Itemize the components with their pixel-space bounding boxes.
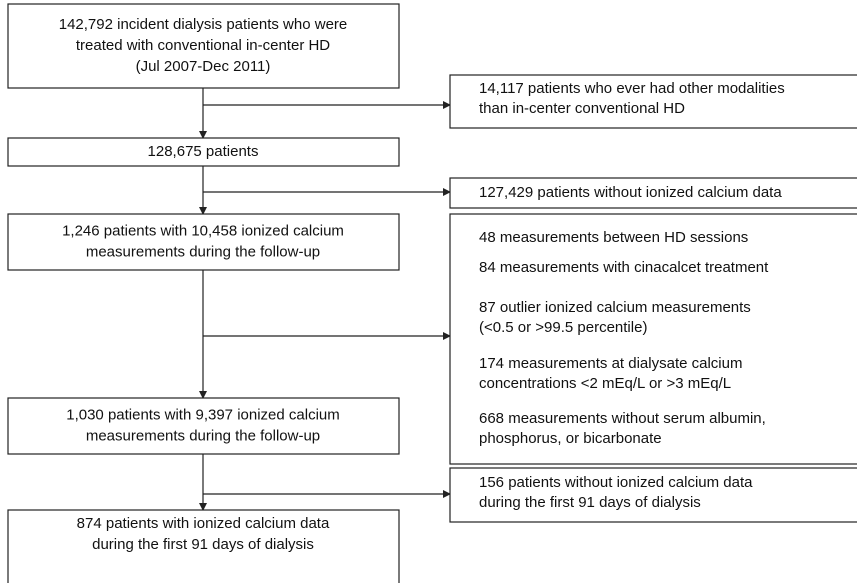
step-text: (Jul 2007-Dec 2011) bbox=[136, 58, 271, 75]
step-text: 1,030 patients with 9,397 ionized calciu… bbox=[66, 406, 340, 423]
exclusion-text: 127,429 patients without ionized calcium… bbox=[479, 184, 782, 201]
step-text: measurements during the follow-up bbox=[86, 427, 320, 444]
step-box bbox=[7, 397, 400, 455]
exclusion-text: phosphorus, or bicarbonate bbox=[479, 430, 662, 447]
step-text: during the first 91 days of dialysis bbox=[92, 536, 314, 553]
exclusion-text: 87 outlier ionized calcium measurements bbox=[479, 299, 751, 316]
exclusion-text: 84 measurements with cinacalcet treatmen… bbox=[479, 259, 769, 276]
step-box bbox=[7, 3, 400, 89]
exclusion-text: concentrations <2 mEq/L or >3 mEq/L bbox=[479, 375, 731, 392]
step-box bbox=[7, 509, 400, 583]
step-text: 128,675 patients bbox=[148, 143, 259, 160]
step-text: 1,246 patients with 10,458 ionized calci… bbox=[62, 222, 344, 239]
exclusion-text: than in-center conventional HD bbox=[479, 100, 685, 117]
exclusion-box bbox=[449, 74, 857, 129]
exclusion-text: during the first 91 days of dialysis bbox=[479, 494, 701, 511]
exclusion-text: 156 patients without ionized calcium dat… bbox=[479, 474, 753, 491]
step-text: treated with conventional in-center HD bbox=[76, 37, 330, 54]
step-text: measurements during the follow-up bbox=[86, 243, 320, 260]
exclusion-box bbox=[449, 213, 857, 465]
step-box bbox=[7, 213, 400, 271]
step-text: 142,792 incident dialysis patients who w… bbox=[59, 16, 348, 33]
step-text: 874 patients with ionized calcium data bbox=[77, 515, 330, 532]
exclusion-text: (<0.5 or >99.5 percentile) bbox=[479, 319, 647, 336]
exclusion-text: 48 measurements between HD sessions bbox=[479, 229, 748, 246]
exclusion-box bbox=[449, 467, 857, 523]
exclusion-text: 14,117 patients who ever had other modal… bbox=[479, 80, 785, 97]
step-box bbox=[7, 137, 400, 167]
exclusion-text: 668 measurements without serum albumin, bbox=[479, 410, 766, 427]
exclusion-text: 174 measurements at dialysate calcium bbox=[479, 355, 742, 372]
exclusion-box bbox=[449, 177, 857, 209]
